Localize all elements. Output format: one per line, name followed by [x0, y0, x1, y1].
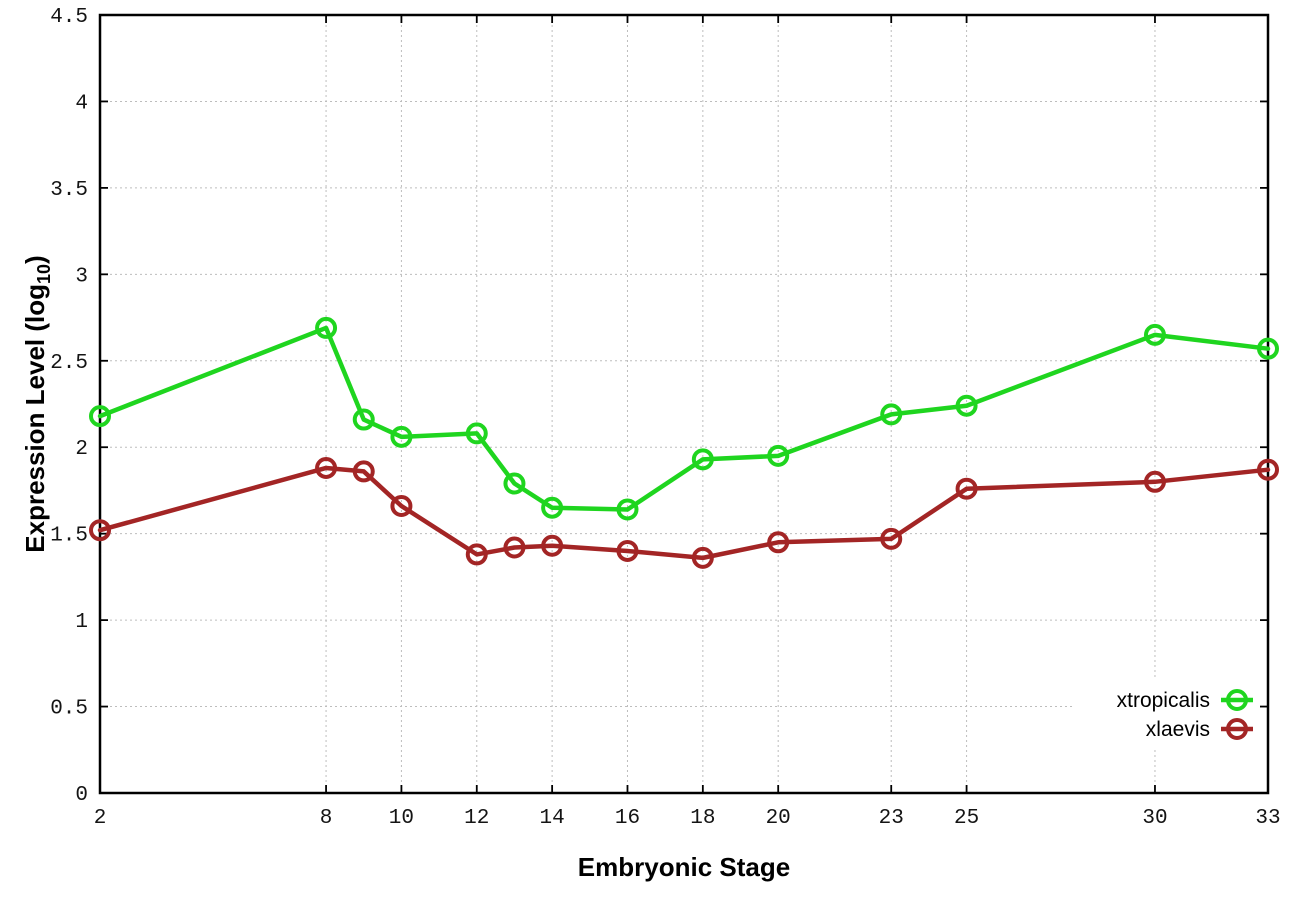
series-xtropicalis-marker	[465, 422, 488, 445]
series-xtropicalis-marker	[390, 425, 413, 448]
y-tick-label: 0.5	[50, 698, 88, 721]
series-xtropicalis-marker	[955, 394, 978, 417]
y-tick-label: 3.5	[50, 179, 88, 202]
series-xlaevis-marker	[955, 477, 978, 500]
legend-marker-sample-xlaevis	[1226, 718, 1248, 740]
series-xtropicalis-marker	[541, 496, 564, 519]
series-xlaevis-marker	[616, 539, 639, 562]
y-tick-label: 1	[75, 611, 88, 634]
series-xtropicalis-marker	[1143, 323, 1166, 346]
x-tick-label: 10	[389, 807, 414, 830]
series-xlaevis-line	[97, 465, 1271, 561]
x-tick-label: 23	[879, 807, 904, 830]
x-tick-label: 30	[1142, 807, 1167, 830]
y-tick-label: 1.5	[50, 525, 88, 548]
x-tick-label: 12	[464, 807, 489, 830]
series-xlaevis-marker	[541, 534, 564, 557]
plot-border	[98, 13, 1270, 795]
series-xlaevis-marker	[315, 456, 338, 479]
x-tick-label: 25	[954, 807, 979, 830]
series-xtropicalis-line	[97, 325, 1271, 512]
series-xtropicalis-marker	[503, 472, 526, 495]
y-tick-label: 4	[75, 92, 88, 115]
y-tick-label: 2.5	[50, 352, 88, 375]
series-xtropicalis-marker	[352, 408, 375, 431]
legend-label-xlaevis: xlaevis	[1146, 718, 1210, 741]
x-tick-label: 18	[690, 807, 715, 830]
series-xtropicalis-marker	[616, 498, 639, 521]
series-xlaevis-marker	[352, 460, 375, 483]
y-axis-title: Expression Level (log10)	[20, 255, 54, 552]
series-xlaevis-marker	[1257, 458, 1279, 481]
x-tick-label: 8	[320, 807, 333, 830]
series-xtropicalis-marker	[1257, 337, 1279, 360]
legend-marker-sample-xtropicalis	[1226, 689, 1248, 711]
y-tick-label: 3	[75, 265, 88, 288]
series-xtropicalis-marker	[880, 403, 903, 426]
series-xlaevis-marker	[503, 536, 526, 559]
y-tick-label: 0	[75, 784, 88, 807]
series-xtropicalis-marker	[691, 448, 714, 471]
x-axis-title: Embryonic Stage	[578, 852, 790, 882]
x-tick-label: 16	[615, 807, 640, 830]
legend-label-xtropicalis: xtropicalis	[1117, 689, 1210, 712]
series-xtropicalis-marker	[89, 405, 111, 428]
series-xlaevis-marker	[390, 495, 413, 518]
series-xlaevis-marker	[691, 546, 714, 569]
x-tick-label: 14	[540, 807, 565, 830]
y-axis-title-subscript: 10	[34, 264, 54, 284]
series-xtropicalis-marker	[315, 316, 338, 339]
series-xtropicalis-marker	[767, 444, 790, 467]
series-xlaevis-marker	[1143, 470, 1166, 493]
x-tick-label: 33	[1255, 807, 1280, 830]
series-xlaevis-marker	[880, 527, 903, 550]
y-tick-label: 2	[75, 438, 88, 461]
series-xlaevis-marker	[89, 519, 111, 542]
series-xlaevis-marker	[767, 531, 790, 554]
x-tick-label: 2	[94, 807, 107, 830]
y-tick-label: 4.5	[50, 6, 88, 29]
chart-generated-layer: 2 8 10 12 14 16 18 20 23 25 30 33 0 0.5 1 1.5 2 2.5 3 3.5 4 4…	[50, 6, 1280, 830]
y-axis-title-prefix: Expression Level (log	[20, 284, 50, 553]
x-tick-label: 20	[766, 807, 791, 830]
series-xlaevis-marker	[465, 543, 488, 566]
y-axis-title-suffix: )	[20, 255, 50, 264]
